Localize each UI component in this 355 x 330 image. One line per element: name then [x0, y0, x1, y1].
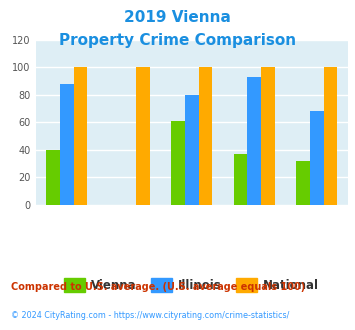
Bar: [261, 67, 275, 205]
Text: Property Crime Comparison: Property Crime Comparison: [59, 33, 296, 48]
Text: 2019 Vienna: 2019 Vienna: [124, 10, 231, 25]
Legend: Vienna, Illinois, National: Vienna, Illinois, National: [59, 273, 324, 296]
Bar: [198, 67, 212, 205]
Bar: [234, 154, 247, 205]
Bar: [136, 67, 150, 205]
Bar: [310, 111, 323, 205]
Text: Compared to U.S. average. (U.S. average equals 100): Compared to U.S. average. (U.S. average …: [11, 282, 305, 292]
Bar: [73, 67, 87, 205]
Bar: [247, 77, 261, 205]
Bar: [171, 121, 185, 205]
Bar: [296, 161, 310, 205]
Bar: [185, 95, 198, 205]
Bar: [46, 149, 60, 205]
Bar: [323, 67, 337, 205]
Bar: [60, 83, 73, 205]
Text: © 2024 CityRating.com - https://www.cityrating.com/crime-statistics/: © 2024 CityRating.com - https://www.city…: [11, 311, 289, 320]
